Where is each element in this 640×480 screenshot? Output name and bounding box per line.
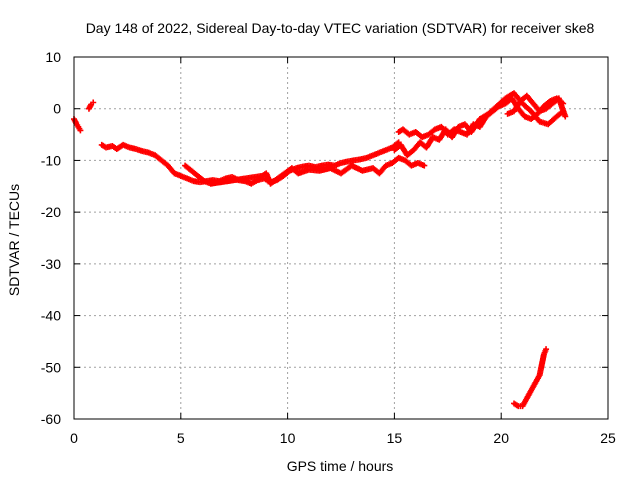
x-axis-label: GPS time / hours [287, 458, 394, 474]
y-tick-label: -30 [41, 256, 61, 272]
axis-tick-labels: 0 5 10 15 20 25 10 0 -10 -20 -30 -40 -50 -60 [41, 49, 616, 446]
x-tick-label: 10 [280, 430, 296, 446]
axis-ticks [73, 56, 609, 420]
plot-frame [73, 56, 609, 420]
x-tick-label: 5 [177, 430, 185, 446]
data-point [77, 127, 84, 134]
y-tick-label: -10 [41, 152, 61, 168]
x-tick-label: 20 [493, 430, 509, 446]
x-tick-label: 15 [387, 430, 403, 446]
data-point [543, 346, 550, 353]
y-tick-label: -40 [41, 308, 61, 324]
y-tick-label: -50 [41, 359, 61, 375]
chart-title: Day 148 of 2022, Sidereal Day-to-day VTE… [86, 20, 595, 36]
data-points [71, 90, 569, 410]
data-point [421, 162, 428, 169]
x-tick-label: 0 [70, 430, 78, 446]
y-tick-label: 0 [53, 101, 61, 117]
data-point [562, 113, 569, 120]
x-tick-label: 25 [600, 430, 616, 446]
y-tick-label: -20 [41, 204, 61, 220]
y-axis-label: SDTVAR / TECUs [6, 184, 22, 296]
data-point [90, 99, 97, 106]
y-tick-label: 10 [45, 49, 61, 65]
y-tick-label: -60 [41, 411, 61, 427]
